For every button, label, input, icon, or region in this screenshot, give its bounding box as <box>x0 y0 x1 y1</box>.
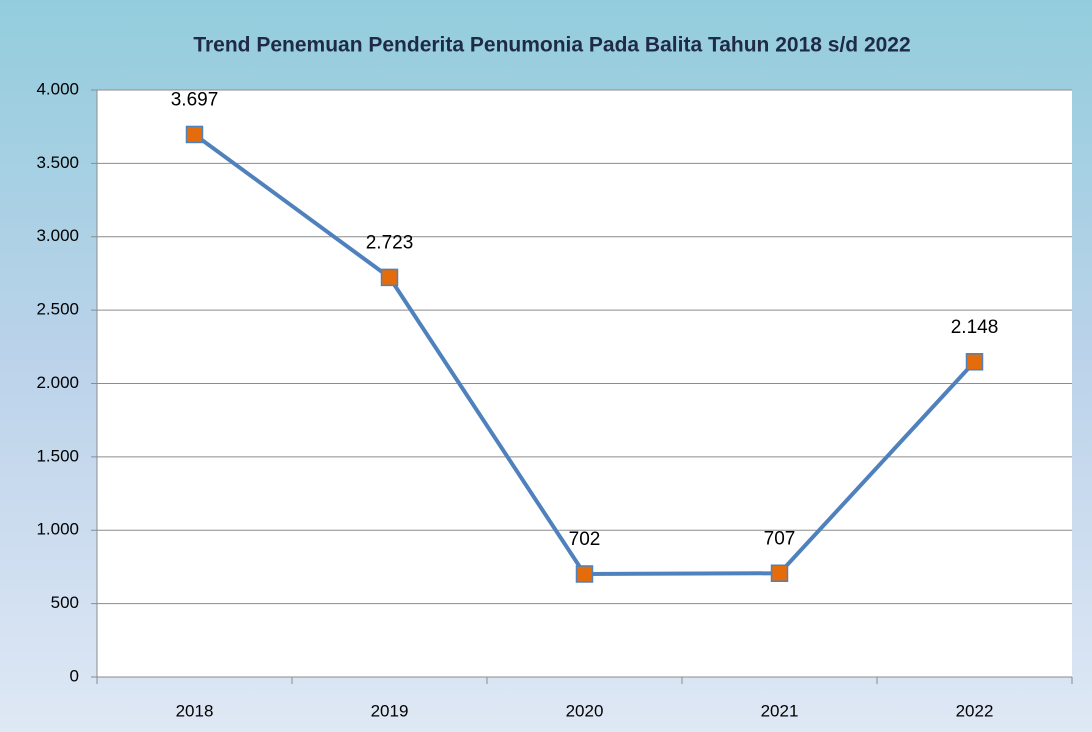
y-tick-label: 1.000 <box>36 520 79 539</box>
x-tick-label: 2018 <box>176 701 214 720</box>
x-tick-label: 2019 <box>371 701 409 720</box>
y-tick-label: 3.000 <box>36 226 79 245</box>
marker <box>185 125 204 144</box>
data-label: 702 <box>569 529 601 550</box>
x-tick-label: 2020 <box>566 701 604 720</box>
marker <box>770 564 789 582</box>
y-tick-label: 3.500 <box>36 153 79 172</box>
y-tick-label: 4.000 <box>36 79 79 98</box>
data-label: 707 <box>764 528 796 549</box>
marker <box>965 353 984 371</box>
y-tick-label: 2.500 <box>36 300 79 319</box>
y-tick-label: 2.000 <box>36 373 79 392</box>
y-tick-label: 0 <box>70 666 79 685</box>
x-tick-label: 2022 <box>956 701 994 720</box>
y-tick-label: 1.500 <box>36 446 79 465</box>
y-tick-label: 500 <box>51 593 79 612</box>
data-label: 2.148 <box>951 317 999 338</box>
chart-title: Trend Penemuan Penderita Penumonia Pada … <box>193 34 910 57</box>
data-label: 2.723 <box>366 232 414 253</box>
marker <box>380 268 399 287</box>
marker <box>575 565 594 583</box>
data-label: 3.697 <box>171 89 219 110</box>
x-tick-label: 2021 <box>761 701 799 720</box>
